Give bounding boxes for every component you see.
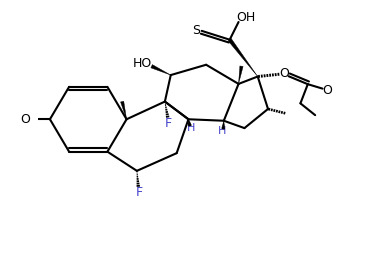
Polygon shape: [151, 65, 171, 75]
Text: OH: OH: [236, 11, 256, 24]
Text: F: F: [165, 117, 172, 130]
Polygon shape: [228, 39, 258, 77]
Text: S: S: [192, 24, 200, 37]
Text: H: H: [187, 122, 196, 132]
Text: H: H: [218, 126, 227, 136]
Text: F: F: [135, 187, 142, 199]
Text: HO: HO: [133, 57, 152, 70]
Text: O: O: [279, 67, 289, 80]
Text: O: O: [322, 84, 332, 96]
Polygon shape: [239, 66, 243, 84]
Polygon shape: [121, 101, 127, 119]
Text: O: O: [20, 113, 30, 126]
